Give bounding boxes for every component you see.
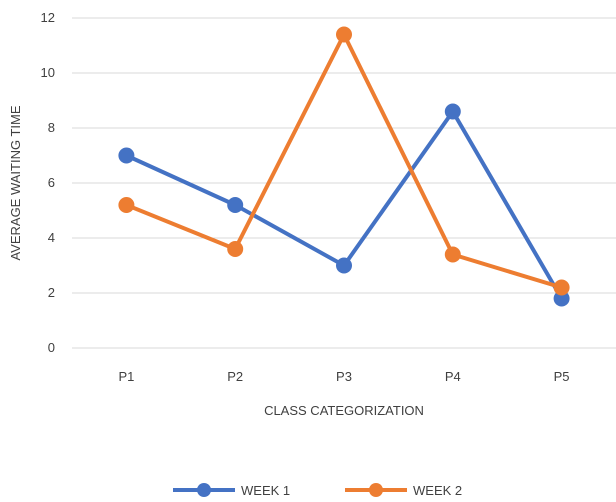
y-tick-labels: 0 2 4 6 8 10 12 xyxy=(41,10,55,355)
x-tick-label: P5 xyxy=(554,369,570,384)
data-point xyxy=(336,257,352,274)
y-tick-label: 0 xyxy=(48,340,55,355)
data-point xyxy=(227,241,244,257)
series-2 xyxy=(118,26,570,296)
series-group xyxy=(118,26,570,307)
x-tick-label: P3 xyxy=(336,369,352,384)
y-tick-label: 10 xyxy=(41,65,55,80)
x-axis-title: CLASS CATEGORIZATION xyxy=(264,403,424,418)
y-tick-label: 2 xyxy=(48,285,55,300)
legend-swatch-marker xyxy=(197,483,211,497)
y-tick-label: 12 xyxy=(41,10,55,25)
x-tick-labels: P1 P2 P3 P4 P5 xyxy=(118,369,569,384)
data-point xyxy=(118,147,135,164)
legend-label: WEEK 1 xyxy=(241,483,290,498)
data-point xyxy=(118,197,135,213)
data-point xyxy=(227,197,244,213)
y-tick-label: 4 xyxy=(48,230,55,245)
series-1 xyxy=(118,103,570,307)
data-point xyxy=(444,246,461,263)
legend-label: WEEK 2 xyxy=(413,483,462,498)
y-tick-label: 6 xyxy=(48,175,55,190)
data-point xyxy=(553,279,570,296)
legend-swatch-marker xyxy=(369,483,383,497)
data-point xyxy=(444,103,461,120)
legend-item-1: WEEK 1 xyxy=(173,483,290,498)
gridlines xyxy=(72,17,616,349)
y-tick-label: 8 xyxy=(48,120,55,135)
x-tick-label: P2 xyxy=(227,369,243,384)
series-line xyxy=(124,32,564,290)
legend: WEEK 1 WEEK 2 xyxy=(173,483,462,498)
y-axis-title: AVERAGE WAITING TIME xyxy=(8,105,23,260)
x-tick-label: P1 xyxy=(118,369,134,384)
legend-item-2: WEEK 2 xyxy=(345,483,462,498)
x-tick-label: P4 xyxy=(445,369,461,384)
data-point xyxy=(553,290,570,307)
data-point xyxy=(336,26,352,43)
